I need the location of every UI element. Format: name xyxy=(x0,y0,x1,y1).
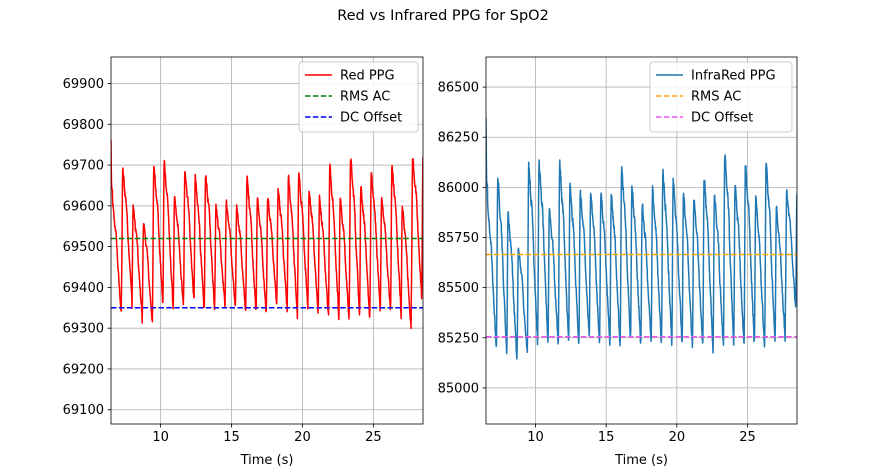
legend-label-dc-offset: DC Offset xyxy=(691,111,753,126)
x-tick-label: 10 xyxy=(527,430,544,445)
legend-label-red-ppg: Red PPG xyxy=(340,69,395,84)
y-tick-label: 69500 xyxy=(63,240,104,255)
series-red-ppg-line xyxy=(111,139,423,330)
y-tick-label: 69700 xyxy=(63,159,104,174)
x-tick-label: 25 xyxy=(739,430,756,445)
y-tick-label: 69800 xyxy=(63,118,104,133)
y-tick-label: 85750 xyxy=(438,231,479,246)
plot-frame xyxy=(485,56,798,425)
y-tick-label: 69200 xyxy=(63,362,104,377)
x-tick-label: 15 xyxy=(598,430,615,445)
figure-title: Red vs Infrared PPG for SpO2 xyxy=(337,8,549,24)
y-tick-label: 86000 xyxy=(438,181,479,196)
y-tick-label: 86250 xyxy=(438,131,479,146)
y-tick-label: 85000 xyxy=(438,381,479,396)
legend-label-infrared-ppg: InfraRed PPG xyxy=(691,69,776,84)
x-tick-label: 20 xyxy=(669,430,686,445)
x-axis-label: Time (s) xyxy=(614,453,668,468)
y-tick-label: 69600 xyxy=(63,199,104,214)
series-infrared-ppg-line xyxy=(486,118,797,360)
x-axis-label: Time (s) xyxy=(240,453,294,468)
y-tick-label: 69400 xyxy=(63,281,104,296)
y-tick-label: 69900 xyxy=(63,77,104,92)
legend-label-dc-offset: DC Offset xyxy=(340,111,402,126)
legend-label-rms-ac: RMS AC xyxy=(691,90,741,105)
legend-box xyxy=(298,61,419,133)
plot-frame xyxy=(110,56,424,425)
y-tick-label: 69300 xyxy=(63,322,104,337)
legend-box xyxy=(649,61,793,133)
y-tick-label: 85250 xyxy=(438,331,479,346)
y-tick-label: 85500 xyxy=(438,281,479,296)
y-tick-label: 69100 xyxy=(63,403,104,418)
x-tick-label: 25 xyxy=(365,430,382,445)
x-tick-label: 20 xyxy=(294,430,311,445)
x-tick-label: 10 xyxy=(152,430,169,445)
x-tick-label: 15 xyxy=(223,430,240,445)
legend-label-rms-ac: RMS AC xyxy=(340,90,390,105)
y-tick-label: 86500 xyxy=(438,81,479,96)
